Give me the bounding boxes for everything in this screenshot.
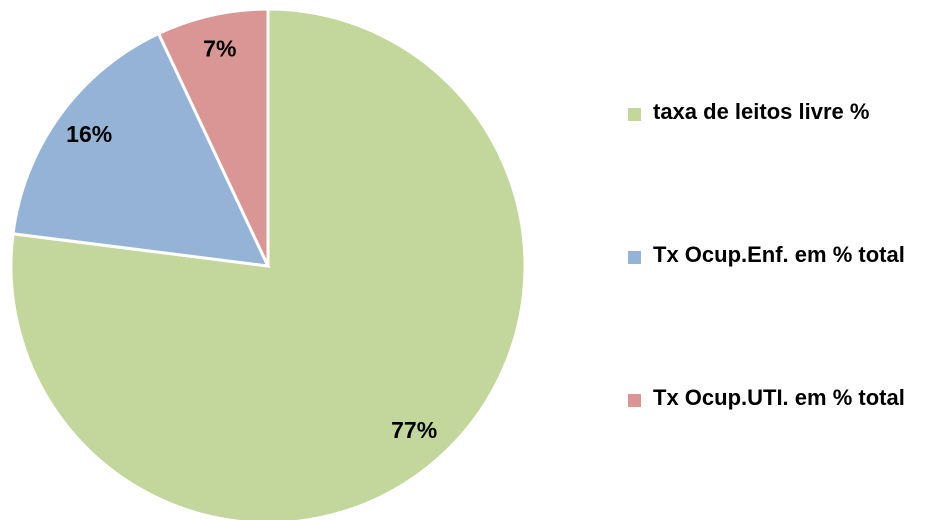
legend-swatch bbox=[628, 108, 641, 121]
data-label: 7% bbox=[203, 35, 236, 61]
data-label: 16% bbox=[66, 121, 112, 147]
legend-label: taxa de leitos livre % bbox=[653, 99, 870, 124]
legend-item: Tx Ocup.UTI. em % total bbox=[628, 385, 928, 417]
legend-label: Tx Ocup.Enf. em % total bbox=[653, 242, 905, 267]
legend-item: Tx Ocup.Enf. em % total bbox=[628, 242, 928, 274]
pie-slice bbox=[11, 31, 271, 268]
pie-slice bbox=[156, 7, 270, 267]
chart: 77% 16% 7% bbox=[9, 7, 527, 520]
legend-swatch bbox=[628, 394, 641, 407]
legend-swatch bbox=[628, 251, 641, 264]
data-label: 77% bbox=[391, 417, 437, 443]
legend-item: taxa de leitos livre % bbox=[628, 99, 928, 131]
legend-label: Tx Ocup.UTI. em % total bbox=[653, 385, 905, 410]
pie-slice bbox=[9, 7, 527, 520]
